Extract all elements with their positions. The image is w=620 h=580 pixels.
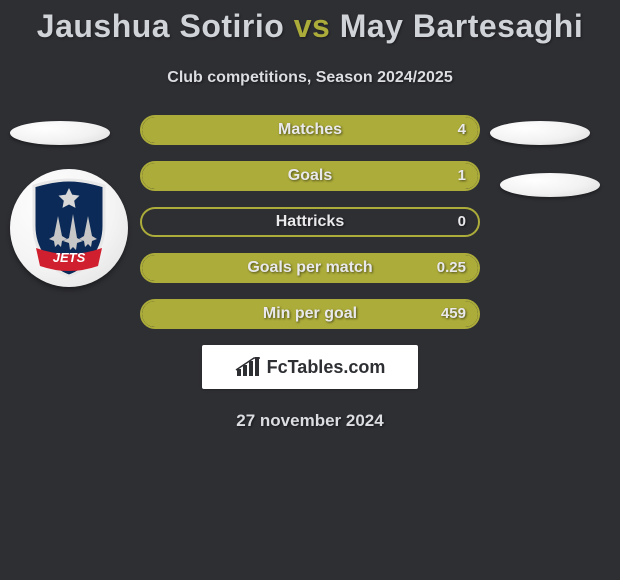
stat-row: Min per goal459 — [140, 299, 480, 329]
page-title: Jaushua Sotirio vs May Bartesaghi — [0, 0, 620, 45]
date-line: 27 november 2024 — [0, 411, 620, 431]
player1-name: Jaushua Sotirio — [37, 8, 285, 44]
stat-label: Min per goal — [142, 301, 478, 327]
stat-value: 1 — [458, 163, 466, 189]
player2-name: May Bartesaghi — [340, 8, 584, 44]
placeholder-oval-left — [10, 121, 110, 145]
stat-value: 459 — [441, 301, 466, 327]
stat-label: Goals — [142, 163, 478, 189]
stat-label: Matches — [142, 117, 478, 143]
stat-row: Goals1 — [140, 161, 480, 191]
brand-text: FcTables.com — [267, 357, 386, 378]
stat-label: Hattricks — [142, 209, 478, 235]
subtitle: Club competitions, Season 2024/2025 — [0, 69, 620, 87]
comparison-body: JETS Matches4 Goals1 Hattricks0 Goals per m… — [0, 115, 620, 431]
stat-row: Hattricks0 — [140, 207, 480, 237]
placeholder-oval-right-1 — [490, 121, 590, 145]
stat-label: Goals per match — [142, 255, 478, 281]
stat-list: Matches4Goals1Hattricks0Goals per match0… — [140, 115, 480, 329]
stat-row: Goals per match0.25 — [140, 253, 480, 283]
stat-value: 4 — [458, 117, 466, 143]
bar-chart-icon — [235, 356, 261, 378]
vs-word: vs — [294, 8, 331, 44]
placeholder-oval-right-2 — [500, 173, 600, 197]
newcastle-jets-shield-icon: JETS — [26, 178, 112, 278]
stat-value: 0 — [458, 209, 466, 235]
stat-value: 0.25 — [437, 255, 466, 281]
brand-box: FcTables.com — [202, 345, 418, 389]
club-badge: JETS — [10, 169, 128, 287]
badge-banner-text: JETS — [53, 250, 86, 265]
stat-row: Matches4 — [140, 115, 480, 145]
